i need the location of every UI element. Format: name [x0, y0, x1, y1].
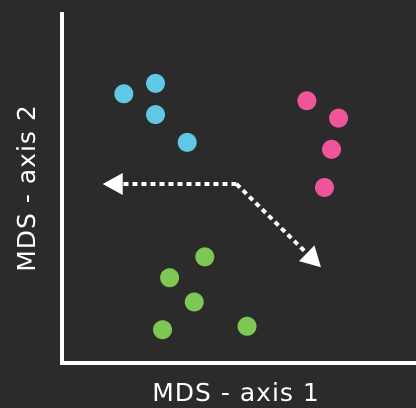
data-point-series-1-3: [146, 105, 166, 125]
data-point-series-3-2: [160, 268, 180, 288]
points-layer: [114, 73, 349, 340]
data-point-series-1-1: [114, 84, 134, 104]
arrows-layer: [102, 173, 321, 268]
arrowhead-icon-2: [298, 245, 321, 268]
y-axis-label: MDS - axis 2: [12, 104, 41, 272]
data-point-series-3-5: [237, 316, 257, 336]
axes: [60, 12, 416, 365]
arrowhead-icon-1: [102, 173, 123, 196]
data-point-series-2-1: [297, 91, 317, 111]
data-point-series-2-4: [314, 178, 334, 197]
dotted-arrow-shaft-2: [235, 182, 309, 255]
data-point-series-3-1: [195, 247, 215, 267]
data-point-series-2-2: [329, 108, 349, 128]
data-point-series-1-4: [177, 132, 197, 152]
data-point-series-3-4: [153, 320, 173, 340]
data-point-series-2-3: [322, 139, 342, 159]
data-point-series-3-3: [184, 292, 204, 312]
data-point-series-1-2: [146, 73, 166, 93]
x-axis-label: MDS - axis 1: [152, 378, 320, 407]
